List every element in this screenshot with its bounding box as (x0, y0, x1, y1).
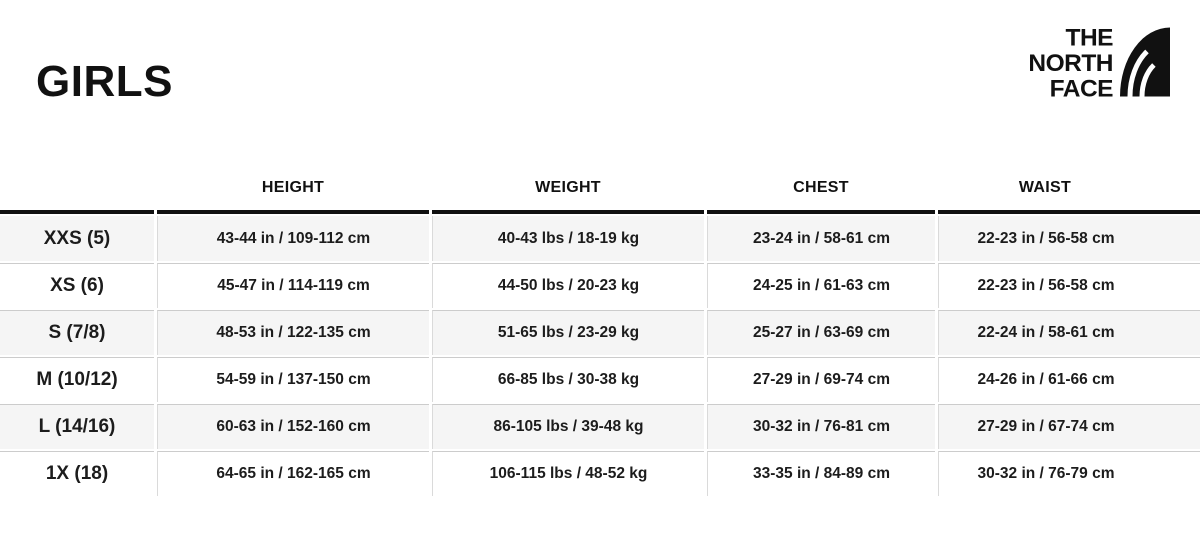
height-cell: 48-53 in / 122-135 cm (157, 310, 429, 355)
half-dome-icon (1120, 27, 1170, 97)
chest-cell: 30-32 in / 76-81 cm (707, 404, 935, 449)
chest-column-header: CHEST (707, 167, 935, 214)
chest-cell: 24-25 in / 61-63 cm (707, 263, 935, 308)
table-row: XS (6) 45-47 in / 114-119 cm 44-50 lbs /… (0, 263, 1200, 308)
chest-cell: 23-24 in / 58-61 cm (707, 216, 935, 261)
weight-cell: 40-43 lbs / 18-19 kg (432, 216, 704, 261)
size-cell: 1X (18) (0, 451, 154, 496)
brand-name-line: NORTH (1028, 50, 1113, 77)
table-row: M (10/12) 54-59 in / 137-150 cm 66-85 lb… (0, 357, 1200, 402)
weight-column-header: WEIGHT (432, 167, 704, 214)
the-north-face-logo: THE NORTH FACE (1028, 27, 1170, 98)
waist-cell: 22-23 in / 56-58 cm (938, 263, 1200, 308)
table-row: S (7/8) 48-53 in / 122-135 cm 51-65 lbs … (0, 310, 1200, 355)
height-column-header: HEIGHT (157, 167, 429, 214)
weight-cell: 44-50 lbs / 20-23 kg (432, 263, 704, 308)
size-cell: XXS (5) (0, 216, 154, 261)
chest-cell: 25-27 in / 63-69 cm (707, 310, 935, 355)
size-column-header (0, 167, 154, 214)
weight-cell: 51-65 lbs / 23-29 kg (432, 310, 704, 355)
weight-cell: 106-115 lbs / 48-52 kg (432, 451, 704, 496)
height-cell: 64-65 in / 162-165 cm (157, 451, 429, 496)
height-cell: 60-63 in / 152-160 cm (157, 404, 429, 449)
height-cell: 43-44 in / 109-112 cm (157, 216, 429, 261)
waist-column-header: WAIST (938, 167, 1200, 214)
weight-cell: 86-105 lbs / 39-48 kg (432, 404, 704, 449)
height-cell: 54-59 in / 137-150 cm (157, 357, 429, 402)
girls-size-chart: HEIGHT WEIGHT CHEST WAIST XXS (5) 43-44 … (0, 165, 1200, 498)
waist-cell: 22-23 in / 56-58 cm (938, 216, 1200, 261)
table-row: 1X (18) 64-65 in / 162-165 cm 106-115 lb… (0, 451, 1200, 496)
chest-cell: 27-29 in / 69-74 cm (707, 357, 935, 402)
brand-name-line: THE (1066, 27, 1114, 52)
size-cell: L (14/16) (0, 404, 154, 449)
page-header: GIRLS THE NORTH FACE (0, 0, 1200, 165)
table-row: XXS (5) 43-44 in / 109-112 cm 40-43 lbs … (0, 216, 1200, 261)
waist-cell: 24-26 in / 61-66 cm (938, 357, 1200, 402)
weight-cell: 66-85 lbs / 30-38 kg (432, 357, 704, 402)
chest-cell: 33-35 in / 84-89 cm (707, 451, 935, 496)
table-row: L (14/16) 60-63 in / 152-160 cm 86-105 l… (0, 404, 1200, 449)
brand-name-line: FACE (1050, 76, 1114, 98)
height-cell: 45-47 in / 114-119 cm (157, 263, 429, 308)
size-cell: M (10/12) (0, 357, 154, 402)
page-title: GIRLS (36, 57, 173, 106)
waist-cell: 22-24 in / 58-61 cm (938, 310, 1200, 355)
waist-cell: 27-29 in / 67-74 cm (938, 404, 1200, 449)
waist-cell: 30-32 in / 76-79 cm (938, 451, 1200, 496)
size-cell: S (7/8) (0, 310, 154, 355)
size-cell: XS (6) (0, 263, 154, 308)
header-row: HEIGHT WEIGHT CHEST WAIST (0, 167, 1200, 214)
